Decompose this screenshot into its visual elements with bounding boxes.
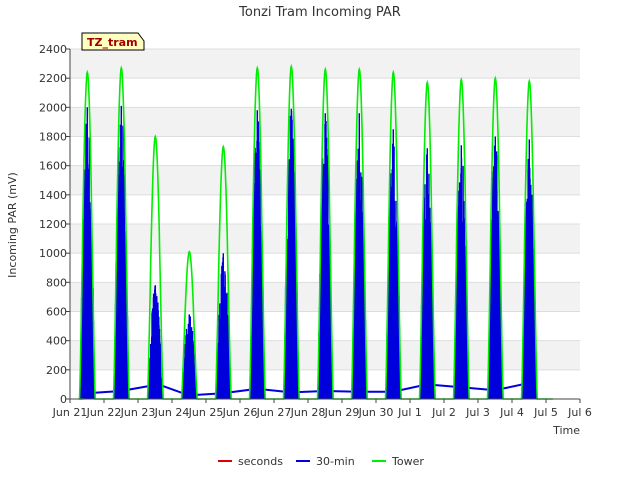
x-tick-label: Jun 22 [86,406,122,419]
x-tick-label: Jun 30 [358,406,394,419]
x-tick-label: Jun 21 [52,406,88,419]
x-tick-label: Jun 29 [324,406,360,419]
chart-title: Tonzi Tram Incoming PAR [238,5,401,20]
x-tick-label: Jul 6 [567,406,592,419]
annotation-label: TZ_tram [87,36,138,49]
y-tick-label: 1200 [39,218,67,231]
x-tick-label: Jun 27 [256,406,292,419]
y-tick-label: 2200 [39,72,67,85]
y-tick-label: 600 [46,306,67,319]
y-tick-label: 2400 [39,43,67,56]
y-tick-label: 2000 [39,101,67,114]
y-tick-label: 200 [46,364,67,377]
legend-label: 30-min [316,455,355,468]
x-tick-label: Jul 2 [431,406,456,419]
legend: seconds 30-min Tower [218,455,424,468]
x-axis-label: Time [552,424,580,437]
y-tick-label: 1800 [39,131,67,144]
x-tick-label: Jun 23 [120,406,156,419]
y-tick-labels: 0 200 400 600 800 1000 1200 1400 1600 1800 2000 220… [39,43,70,406]
blue-spike-bars [79,105,537,399]
annotation-box: TZ_tram [81,32,145,51]
y-tick-label: 0 [60,393,67,406]
y-tick-label: 1400 [39,189,67,202]
x-tick-label: Jun 25 [188,406,224,419]
y-tick-label: 800 [46,276,67,289]
y-axis-label: Incoming PAR (mV) [6,172,19,278]
y-tick-label: 400 [46,335,67,348]
legend-label: Tower [391,455,424,468]
x-tick-label: Jun 28 [290,406,326,419]
x-tick-label: Jun 24 [154,406,190,419]
y-tick-label: 1600 [39,160,67,173]
x-tick-label: Jun 26 [222,406,258,419]
x-tick-label: Jul 4 [499,406,524,419]
y-tick-label: 1000 [39,247,67,260]
x-tick-label: Jul 5 [533,406,558,419]
annotation-background [81,32,145,51]
x-tick-label: Jul 3 [465,406,490,419]
legend-label: seconds [238,455,283,468]
x-tick-label: Jul 1 [397,406,422,419]
band [70,78,580,108]
x-tick-labels: Jun 21 Jun 22 Jun 23 Jun 24 Jun 25 Jun 26 Jun … [52,399,592,419]
